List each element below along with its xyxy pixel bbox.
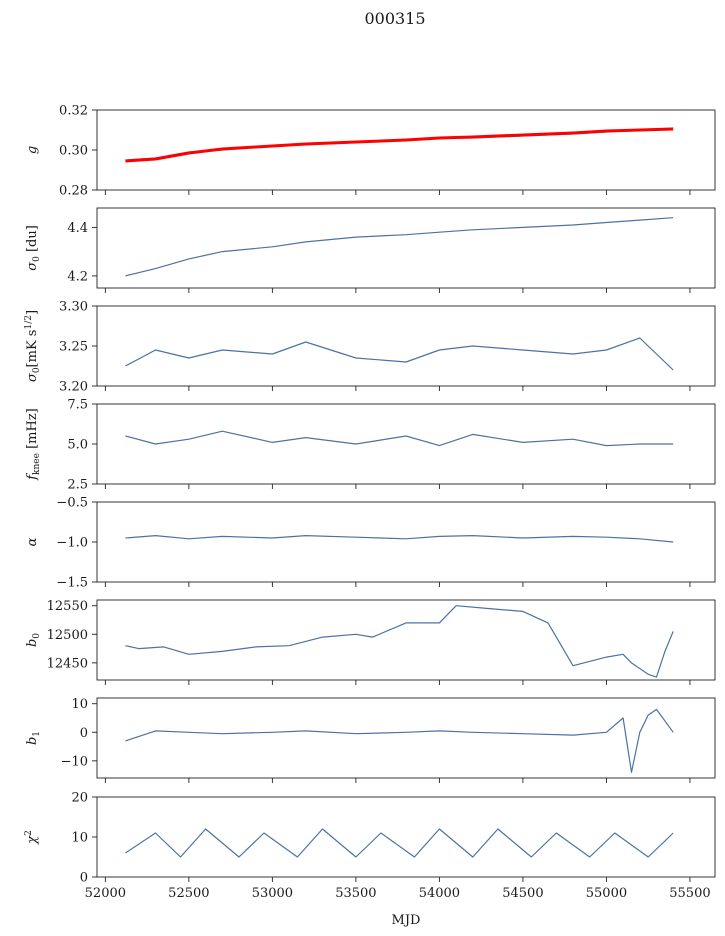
panel-3: 3.20 3.25 3.30 σ0[mK s1/2] [24,300,716,395]
axes-frame [96,109,716,191]
series-line-1 [125,605,674,678]
y-tick-label: 5.0 [67,438,88,453]
y-axis-label: b0 [25,633,42,647]
x-tick-label: 55500 [669,886,710,901]
axes-frame [96,305,716,387]
series-line-1 [125,337,674,371]
y-tick-label: 0.28 [59,184,88,199]
x-tick-label: 52500 [168,886,209,901]
y-tick-label: 7.5 [67,398,88,413]
y-axis-label: b1 [25,731,42,745]
y-axis-label: g [25,146,40,154]
x-tick-label: 53500 [335,886,376,901]
y-axis-label: σ0 [du] [25,225,42,271]
panel-5: −1.5 −1.0 −0.5 α [25,496,716,591]
y-tick-label: 4.2 [67,269,88,284]
series-line-1 [125,217,674,277]
panel-6: 12450 12500 12550 b0 [25,599,716,685]
y-tick-label: 3.25 [59,340,88,355]
y-axis-label: α [25,537,40,546]
x-axis-label: MJD [392,913,421,928]
x-tick-label: 54000 [419,886,460,901]
panel-4: 2.5 5.0 7.5 fknee [mHz] [25,398,716,493]
y-tick-label: 4.4 [67,221,88,236]
x-tick-label: 52000 [85,886,126,901]
axes-frame [96,501,716,583]
y-tick-label: 10 [71,697,88,712]
x-tick-label: 55000 [586,886,627,901]
y-axis-label: σ0[mK s1/2] [24,310,42,382]
series-line-1 [125,430,674,447]
y-tick-label: 20 [71,791,88,806]
panel-8: 0 10 20 52000 52500 53000 53500 54000 54500 55000… [24,791,716,901]
y-tick-label: 10 [71,831,88,846]
y-tick-label: 0 [80,871,88,886]
y-tick-label: 3.30 [59,300,88,315]
y-tick-label: −1.0 [56,536,88,551]
x-tick-label: 53000 [252,886,293,901]
axes-frame [96,796,716,878]
axes-frame [96,599,716,681]
y-tick-label: 3.20 [59,380,88,395]
y-axis-label: fknee [mHz] [25,408,42,481]
panel-2: 4.2 4.4 σ0 [du] [25,207,716,293]
y-tick-label: 12500 [47,628,88,643]
y-tick-label: −10 [61,754,88,769]
x-tick-label: 54500 [502,886,543,901]
panels: 0.28 0.30 0.32 g 4.2 4.4 σ0 [du] 3.20 3.25 3.30 σ0… [24,104,716,901]
panel-1: 0.28 0.30 0.32 g [25,104,716,199]
y-tick-label: 12550 [47,599,88,614]
axes-frame [96,207,716,289]
axes-frame [96,403,716,485]
figure-title: 000315 [364,9,425,28]
series-line-1 [125,828,674,858]
y-tick-label: −0.5 [56,496,88,511]
y-tick-label: 0.32 [59,104,88,119]
y-tick-label: 0.30 [59,144,88,159]
y-tick-label: −1.5 [56,576,88,591]
y-tick-label: 0 [80,726,88,741]
axes-frame [96,697,716,779]
series-line-1 [125,708,674,773]
series-line-1 [125,534,674,543]
panel-7: −10 0 10 b1 [25,697,716,783]
y-tick-label: 2.5 [67,478,88,493]
y-tick-label: 12450 [47,656,88,671]
y-axis-label: χ2 [24,830,40,845]
series-line-2 [125,127,674,163]
